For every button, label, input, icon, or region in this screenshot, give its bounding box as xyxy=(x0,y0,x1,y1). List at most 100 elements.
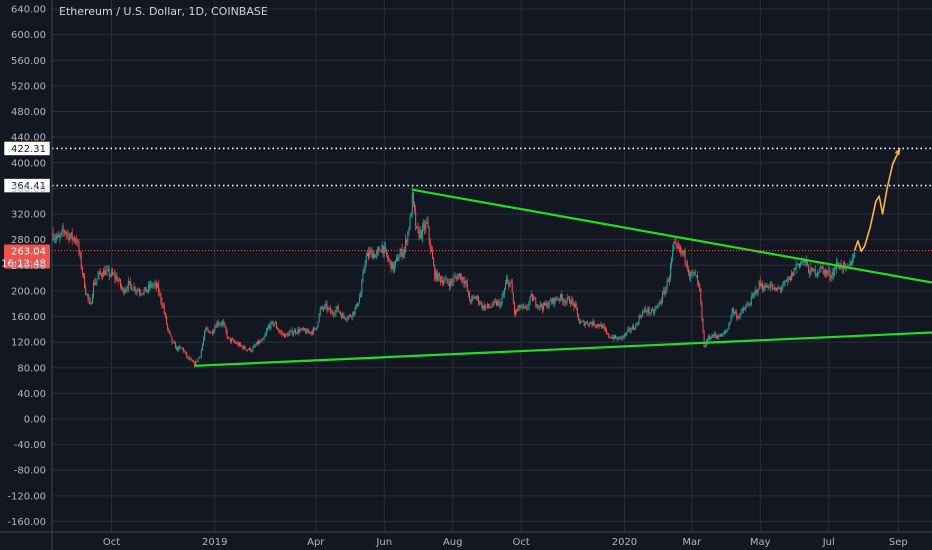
candle-body xyxy=(273,323,275,326)
candle-body xyxy=(119,279,121,287)
candle-body xyxy=(746,304,748,307)
candle-body xyxy=(279,331,281,333)
candle-body xyxy=(269,325,271,329)
candle-body xyxy=(94,282,96,285)
candle-body xyxy=(765,285,767,288)
candle-body xyxy=(628,328,630,330)
candle-body xyxy=(356,303,358,307)
candle-body xyxy=(192,361,194,363)
candle-body xyxy=(474,297,476,299)
candle-body xyxy=(799,263,801,267)
candle-body xyxy=(375,252,377,255)
y-tick-label: 360.00 xyxy=(11,184,46,195)
candle-body xyxy=(547,305,549,308)
candle-body xyxy=(777,287,779,289)
candle-body xyxy=(683,251,685,254)
candle-body xyxy=(648,308,650,314)
candle-body xyxy=(296,332,298,334)
x-tick-label: Mar xyxy=(682,537,702,548)
candle-body xyxy=(114,274,116,279)
candle-body xyxy=(613,335,615,339)
y-tick-label: 480.00 xyxy=(11,107,46,118)
candle-body xyxy=(244,346,246,350)
candle-body xyxy=(638,316,640,324)
candle-body xyxy=(708,335,710,340)
candle-body xyxy=(397,257,399,262)
candle-body xyxy=(559,294,561,300)
candle-body xyxy=(171,336,173,343)
candle-body xyxy=(409,216,411,230)
candle-body xyxy=(672,249,674,259)
candle-body xyxy=(272,321,274,326)
candle-body xyxy=(90,302,92,305)
candle-body xyxy=(429,239,431,249)
candle-body xyxy=(261,339,263,342)
candle-body xyxy=(326,303,328,310)
candle-body xyxy=(55,237,57,239)
candle-body xyxy=(509,282,511,287)
candle-body xyxy=(650,309,652,313)
candle-body xyxy=(237,343,239,346)
candle-body xyxy=(848,265,850,267)
candle-body xyxy=(243,346,245,349)
candle-body xyxy=(768,287,770,289)
candle-body xyxy=(328,308,330,309)
candle-body xyxy=(454,276,456,278)
candle-body xyxy=(63,231,65,232)
candle-body xyxy=(793,268,795,276)
candle-body xyxy=(364,262,366,269)
candle-body xyxy=(78,242,80,253)
candle-body xyxy=(825,270,827,274)
candle-body xyxy=(754,292,756,295)
candle-body xyxy=(790,276,792,281)
candle-body xyxy=(310,331,312,334)
candle-body xyxy=(735,312,737,314)
grid xyxy=(52,0,932,532)
candle-body xyxy=(822,267,824,270)
candle-body xyxy=(678,246,680,249)
candle-body xyxy=(234,341,236,343)
candle-body xyxy=(148,284,150,291)
candle-body xyxy=(187,356,189,358)
candle-body xyxy=(93,282,95,296)
candle-body xyxy=(98,271,100,276)
candle-body xyxy=(146,290,148,293)
candle-body xyxy=(782,286,784,288)
ascending-support-trendline xyxy=(194,331,932,367)
candle-body xyxy=(611,337,613,339)
candle-body xyxy=(164,312,166,316)
candle-body xyxy=(601,324,603,329)
candle-body xyxy=(200,349,202,357)
candle-body xyxy=(689,273,691,278)
candle-body xyxy=(656,305,658,308)
candle-body xyxy=(95,281,97,285)
candle-body xyxy=(267,328,269,331)
candle-body xyxy=(87,293,89,299)
candle-body xyxy=(123,288,125,294)
candle-body xyxy=(385,249,387,256)
candle-body xyxy=(423,224,425,227)
candle-body xyxy=(290,330,292,332)
candle-body xyxy=(696,275,698,282)
candle-body xyxy=(847,265,849,267)
candle-body xyxy=(604,327,606,331)
candle-body xyxy=(104,270,106,276)
level-364-label: 364.41 xyxy=(11,181,46,192)
candle-body xyxy=(647,308,649,313)
candle-body xyxy=(511,281,513,294)
candle-body xyxy=(516,310,518,312)
candle-body xyxy=(600,324,602,327)
candle-body xyxy=(483,305,485,310)
candle-body xyxy=(318,313,320,322)
candle-body xyxy=(297,329,299,333)
candle-body xyxy=(630,329,632,331)
candle-body xyxy=(231,339,233,342)
candle-body xyxy=(157,283,159,288)
candle-body xyxy=(185,351,187,353)
candle-body xyxy=(583,321,585,326)
descending-resistance-trendline xyxy=(412,188,932,284)
candle-body xyxy=(665,287,667,294)
candle-body xyxy=(447,281,449,284)
candle-body xyxy=(810,267,812,276)
